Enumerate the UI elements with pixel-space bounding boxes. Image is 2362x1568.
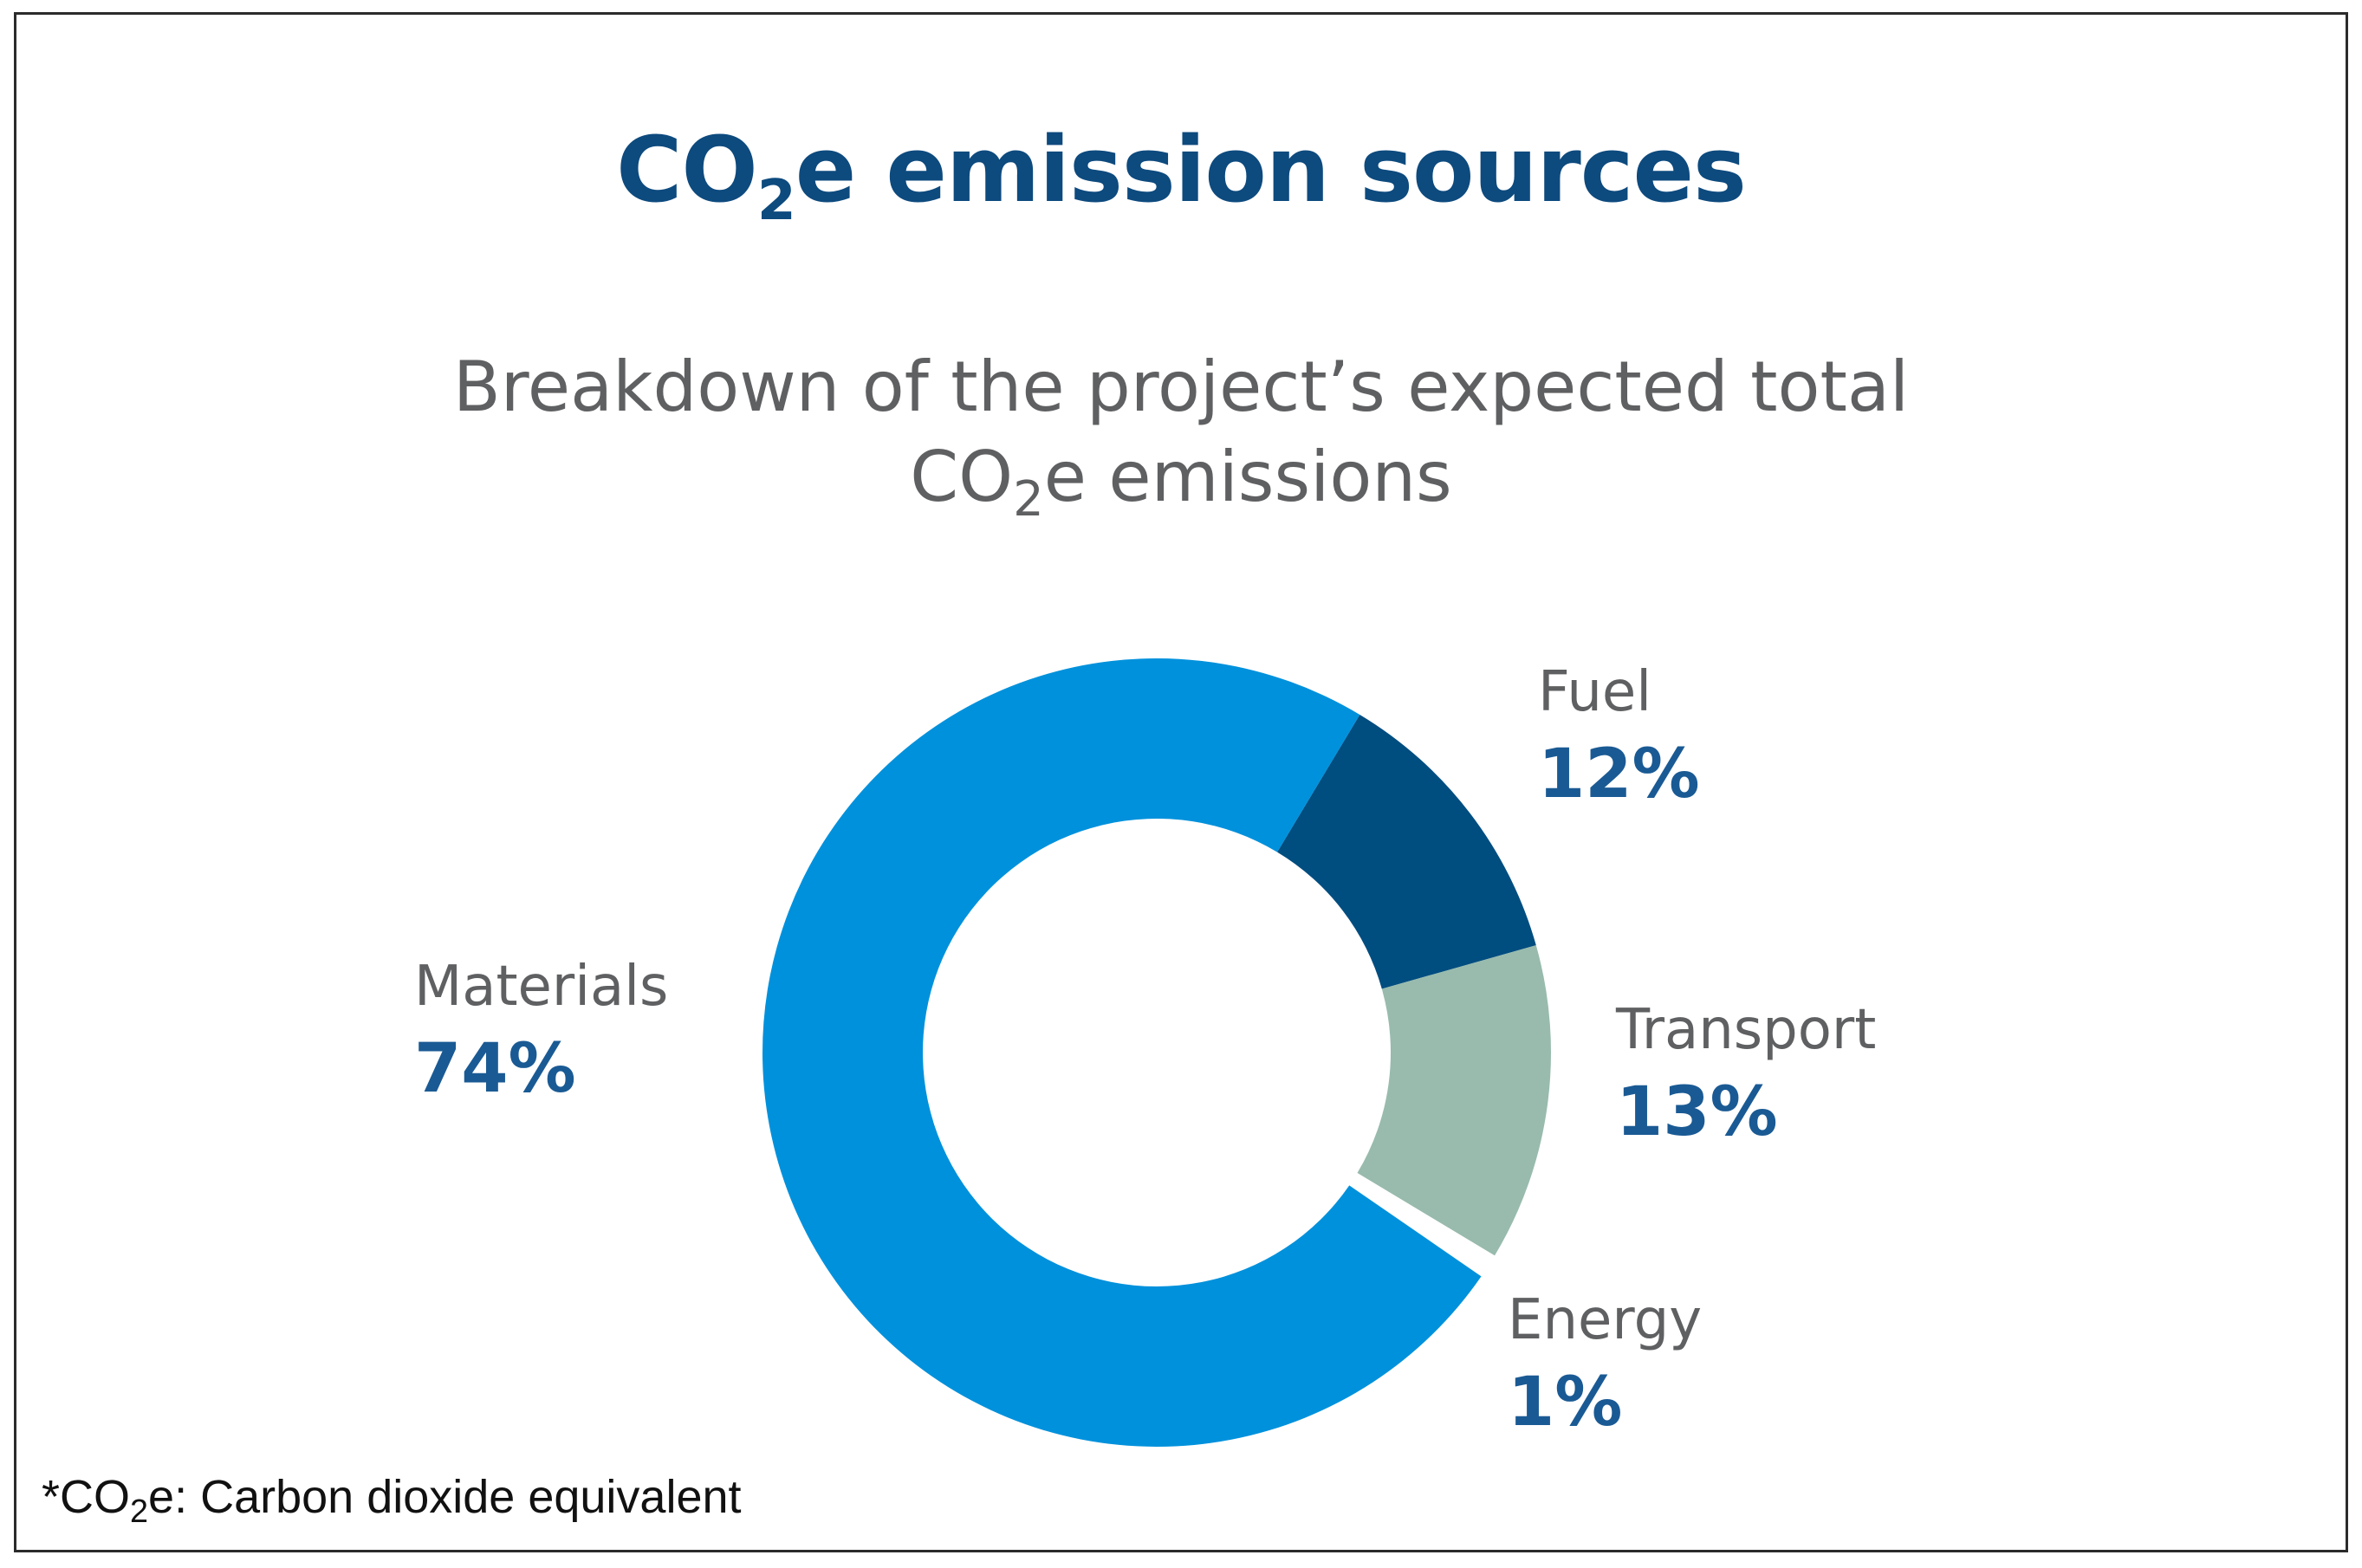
slice-value-fuel: 12% [1538, 735, 1700, 813]
slice-value-transport: 13% [1616, 1073, 1778, 1151]
chart-title: CO2e emission sources [616, 117, 1747, 233]
donut-slice-materials [762, 658, 1482, 1447]
subtitle-line-2: CO2e emissions [910, 437, 1452, 528]
slice-label-transport: Transport [1615, 998, 1876, 1062]
slice-value-materials: 74% [414, 1030, 576, 1108]
slice-label-materials: Materials [414, 955, 668, 1019]
footnote: *CO2e: Carbon dioxide equivalent [42, 1471, 742, 1531]
slice-label-energy: Energy [1508, 1288, 1702, 1352]
slice-value-energy: 1% [1508, 1364, 1622, 1442]
donut-slice-transport [1357, 945, 1551, 1256]
donut-slice-energy [1349, 1173, 1496, 1277]
donut-slice-fuel [1277, 714, 1536, 989]
slice-label-fuel: Fuel [1538, 660, 1651, 724]
chart-subtitle: Breakdown of the project’s expected tota… [0, 342, 2362, 530]
subtitle-line-1: Breakdown of the project’s expected tota… [452, 347, 1910, 427]
